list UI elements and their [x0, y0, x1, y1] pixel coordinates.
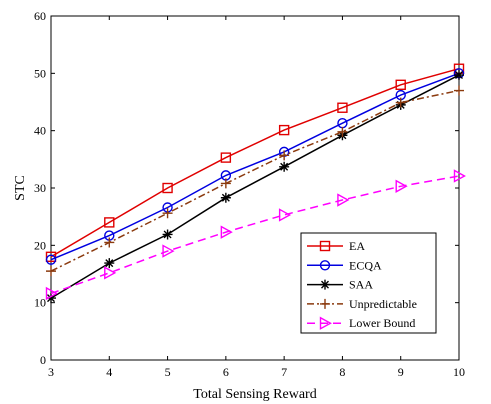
data-point [46, 266, 56, 277]
series-line [50, 67, 460, 258]
series-lower-bound [45, 169, 466, 301]
x-tick-label: 4 [106, 365, 112, 379]
legend-item: ECQA [307, 258, 382, 272]
series-ecqa [45, 68, 465, 265]
x-tick-label: 8 [339, 365, 345, 379]
x-tick-label: 9 [398, 365, 404, 379]
data-point [220, 178, 231, 189]
data-point [337, 126, 348, 137]
series-unpredictable [46, 85, 464, 277]
y-tick-label: 40 [34, 124, 46, 138]
legend-item: SAA [307, 278, 373, 292]
data-point [320, 298, 330, 309]
data-point [220, 192, 231, 203]
x-tick-label: 3 [48, 365, 54, 379]
series-saa [46, 70, 464, 304]
legend-item: Lower Bound [307, 316, 415, 330]
data-point [279, 150, 290, 161]
data-point [454, 85, 464, 96]
series-line [50, 72, 460, 261]
series-line [50, 74, 460, 299]
data-point [453, 169, 466, 183]
data-point [319, 260, 331, 271]
x-tick-label: 6 [223, 365, 229, 379]
data-point [220, 225, 233, 239]
data-point [454, 70, 464, 81]
data-point [104, 217, 115, 228]
x-tick-label: 7 [281, 365, 287, 379]
data-point [337, 102, 348, 113]
y-tick-label: 10 [34, 296, 46, 310]
legend: EA ECQA SAA Unpredictable Lower Bound [300, 232, 437, 334]
data-point [320, 279, 330, 290]
x-tick-label: 10 [453, 365, 465, 379]
data-point [104, 258, 115, 269]
data-point [46, 293, 56, 304]
data-point [162, 208, 173, 219]
legend-label: Unpredictable [349, 297, 417, 311]
data-point [162, 244, 175, 258]
data-point [45, 251, 57, 263]
data-point [45, 254, 57, 265]
data-point [319, 240, 331, 252]
legend-label: Lower Bound [349, 316, 415, 330]
data-point [162, 182, 173, 194]
data-point [395, 79, 406, 91]
data-point [220, 152, 232, 163]
data-point [319, 316, 332, 330]
y-axis-title: STC [13, 175, 28, 201]
y-tick-label: 50 [34, 66, 46, 80]
data-point [395, 179, 408, 193]
data-point [104, 237, 115, 248]
legend-label: SAA [349, 278, 373, 292]
data-point [104, 266, 117, 280]
series-line [50, 89, 460, 272]
series-line [50, 175, 460, 295]
legend-label: EA [349, 239, 365, 253]
x-tick-label: 5 [165, 365, 171, 379]
data-point [278, 208, 292, 222]
data-point [395, 97, 406, 108]
y-tick-label: 0 [40, 353, 46, 367]
legend-item: Unpredictable [307, 297, 417, 311]
legend-label: ECQA [349, 258, 382, 272]
data-point [45, 286, 58, 301]
y-tick-label: 30 [34, 181, 46, 195]
y-tick-label: 60 [34, 9, 46, 23]
axis-ticks: 3 4 5 6 7 8 9 10 0 10 20 30 40 50 60 [34, 9, 465, 379]
data-point [279, 161, 290, 172]
data-point [162, 229, 173, 240]
legend-item: EA [307, 239, 365, 253]
y-tick-label: 20 [34, 238, 46, 252]
data-point [337, 193, 350, 207]
x-axis-title: Total Sensing Reward [193, 387, 316, 402]
series-layer [45, 63, 466, 304]
data-point [278, 124, 290, 136]
